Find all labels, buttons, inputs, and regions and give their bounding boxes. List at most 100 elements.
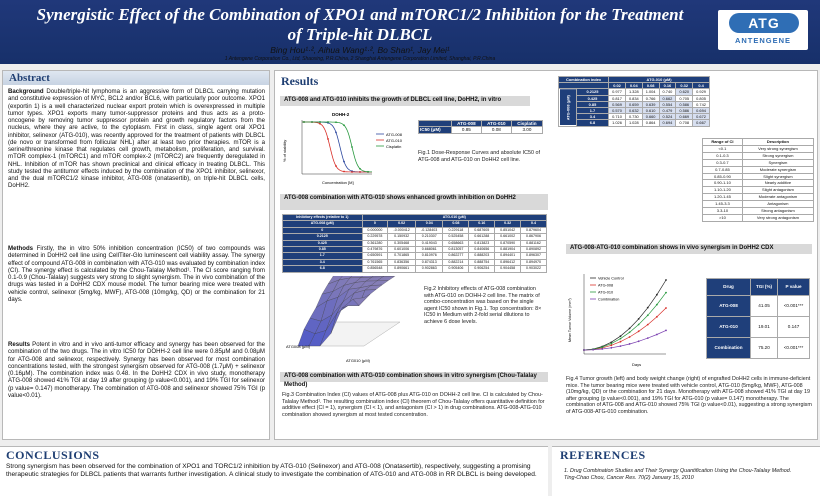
ci-range-row: 0.85-0.90 Slight synergism xyxy=(702,172,815,181)
fig4-caption: Fig.4 Tumor growth (left) and body weigh… xyxy=(566,376,812,415)
plot-area xyxy=(583,274,667,355)
ci-row-value-label: 0.85 xyxy=(575,100,610,109)
ci-range-header: Range of CI xyxy=(702,138,743,146)
section-combination-inhibition: ATG-008 combination with ATG-010 shows e… xyxy=(280,194,548,210)
tgi-cell: 19.01 xyxy=(750,316,779,338)
poster-header xyxy=(0,0,820,64)
inhibition-row-cell: 0.856548 xyxy=(361,265,389,273)
legend-atg008: ATG-008 xyxy=(386,132,403,137)
ci-range-row: 3.3-10 Strong antagonism xyxy=(702,207,815,215)
series-line xyxy=(583,279,667,351)
ci-range-row-label: 0.90-1.10 xyxy=(702,179,743,188)
inhibition-row-cell: 0.906254 xyxy=(468,265,496,273)
methods-lead: Methods xyxy=(8,245,34,252)
abstract-methods: Methods Firstly, the in vitro 50% inhibi… xyxy=(8,245,265,303)
inhibition-row-cell: 0.867906 xyxy=(520,233,547,241)
section-in-vitro-growth: ATG-008 and ATG-010 inhibits the growth … xyxy=(280,96,530,106)
series-line xyxy=(583,330,667,351)
abstract-panel xyxy=(2,70,270,440)
inhibition-row: 6.8 0.856548 0.890661 0.902863 0.905406 0.906… xyxy=(282,265,547,273)
ci-range-row-label: 0.3-0.7 xyxy=(702,158,743,167)
ci-cell: 1.026 xyxy=(608,119,626,127)
ci-rows: ATG-008 (μM) 0.2125 0.977 1.328 1.004 0.740 0.… xyxy=(558,88,710,127)
data-point xyxy=(319,121,321,123)
conclusions-panel xyxy=(0,446,548,496)
results-text: Potent in vitro and in vivo anti-tumor e… xyxy=(8,341,265,399)
abstract-background: Background Double/triple-hit lymphoma is… xyxy=(8,88,265,190)
x-axis-label: Concentration [M] xyxy=(322,180,354,185)
tgi-row: ATG-010 19.01 0.147 xyxy=(705,316,810,338)
inhibition-row-cell: 0.902863 xyxy=(414,265,444,273)
inhibition-row-cell: 0.479876 xyxy=(361,245,389,254)
legend: Vehicle Control ATG-008 ATG-010 Combination xyxy=(590,277,624,302)
poster-title: Synergistic Effect of the Combination of… xyxy=(36,5,684,44)
ci-row-value-label: 0.425 xyxy=(575,94,610,102)
legend-label: Vehicle Control xyxy=(598,277,624,281)
inhibition-row-cell: 0.890661 xyxy=(387,265,416,273)
ci-row-value-label: 6.8 xyxy=(575,119,610,127)
tgi-cell: 41.05 xyxy=(750,295,779,317)
data-point xyxy=(359,167,361,170)
methods-text: Firstly, the in vitro 50% inhibition con… xyxy=(8,245,265,303)
x-axis-label: ATG010 (μM) xyxy=(346,358,371,363)
ci-cell: 0.672 xyxy=(692,113,710,121)
tgi-row: Combination 75.20 <0.001*** xyxy=(705,337,810,359)
inhibition-col-header: 0 xyxy=(361,220,389,228)
inhibition-row: 0.85 0.479876 0.601006 0.668061 0.813057 0.84… xyxy=(282,245,547,254)
ci-range-row-cell: Antagonism xyxy=(741,200,815,209)
inhibition-row-cell: 0.650591 xyxy=(361,252,389,260)
series-line xyxy=(583,292,667,351)
series-line xyxy=(302,121,372,173)
inhibition-row: 3.4 0.761565 0.836356 0.874313 0.882214 0.888… xyxy=(282,258,547,267)
data-point xyxy=(311,121,313,123)
ci-row: ATG-008 (μM) 0.2125 0.977 1.328 1.004 0.740 0.… xyxy=(558,88,710,127)
ci-range-row-cell: Slight antagonism xyxy=(741,186,815,195)
ci-range-row-cell: Slight synergism xyxy=(741,172,815,181)
ci-range-row: 0.90-1.10 Nearly additive xyxy=(702,179,815,188)
ic50-value: 0.08 xyxy=(480,126,512,134)
ci-row-value-label: 0.2125 xyxy=(575,88,610,96)
ic50-header: Cisplatin xyxy=(510,119,544,128)
ci-range-row-label: 3.3-10 xyxy=(702,207,743,215)
legend-cisplatin: Cisplatin xyxy=(386,144,401,149)
tumor-growth-chart: Days Mean Tumor Volume (mm³) Vehicle Con… xyxy=(568,274,667,367)
inhibition-row-cell: 0.361280 xyxy=(361,239,389,248)
inhibition-row-cell: 0.894970 xyxy=(520,258,547,267)
ci-col-label: ATG-010 (μM) xyxy=(608,75,710,84)
abstract-results: Results Potent in vitro and in vivo anti… xyxy=(8,341,265,399)
legend-label: ATG-010 xyxy=(598,291,613,295)
inhibition-table: Inhibitory effects (relative to 1) ATG-0… xyxy=(282,213,547,273)
ci-cell: 0.667 xyxy=(692,119,710,127)
ci-col-header: 0.4 xyxy=(692,82,710,90)
inhibition-row: 0 0.000000 -0.000412 -0.128403 0.229118 0.687… xyxy=(282,226,547,235)
tgi-row: ATG-008 41.05 <0.001*** xyxy=(705,295,810,317)
tgi-cell: 0.147 xyxy=(777,316,810,338)
background-text: Double/triple-hit lymphoma is an aggress… xyxy=(8,88,265,190)
ci-range-row-cell: Moderate antagonism xyxy=(741,193,815,202)
data-point xyxy=(327,121,329,123)
ci-cell: 0.694 xyxy=(692,106,710,115)
ci-range-row: 1.10-1.20 Slight antagonism xyxy=(702,186,815,195)
data-point xyxy=(343,170,345,173)
inhibition-row-label: 6.8 xyxy=(282,265,363,273)
data-point xyxy=(335,131,337,134)
results-heading: Results xyxy=(275,71,525,91)
ci-row: 3.4 0.710 0.730 0.660 0.524 0.669 0.672 xyxy=(559,113,710,121)
y-axis-label: % of viability xyxy=(282,140,287,162)
inhibition-row-cell: 0.229578 xyxy=(361,233,389,241)
ic50-row-label: IC50 (μM) xyxy=(418,126,452,134)
tgi-cell: 75.20 xyxy=(750,337,779,359)
tgi-table: Drug TGI (%) P value ATG-008 41.05 <0.001*… xyxy=(705,278,810,359)
inhibition-row: 0.2125 0.229578 0.150932 0.210307 0.525458 0.… xyxy=(282,233,547,241)
ci-range-row: 1.45-3.3 Antagonism xyxy=(702,200,815,209)
ci-range-row: <0.1 Very strong synergism xyxy=(702,144,815,153)
background-lead: Background xyxy=(8,88,44,95)
inhibition-row-cell: 0.000000 xyxy=(361,226,389,235)
ic50-table: ATG-008 ATG-010 Cisplatin IC50 (μM) 0.85… xyxy=(418,119,544,134)
authors: Bing Hou¹·², Aihua Wang¹·², Bo Shan¹, Ja… xyxy=(270,45,450,55)
results-lead: Results xyxy=(8,341,31,348)
surface-cell xyxy=(352,294,371,306)
data-point xyxy=(303,121,305,123)
inhibition-row-cell: 0.890892 xyxy=(520,245,547,254)
tgi-drug: ATG-008 xyxy=(705,295,752,317)
